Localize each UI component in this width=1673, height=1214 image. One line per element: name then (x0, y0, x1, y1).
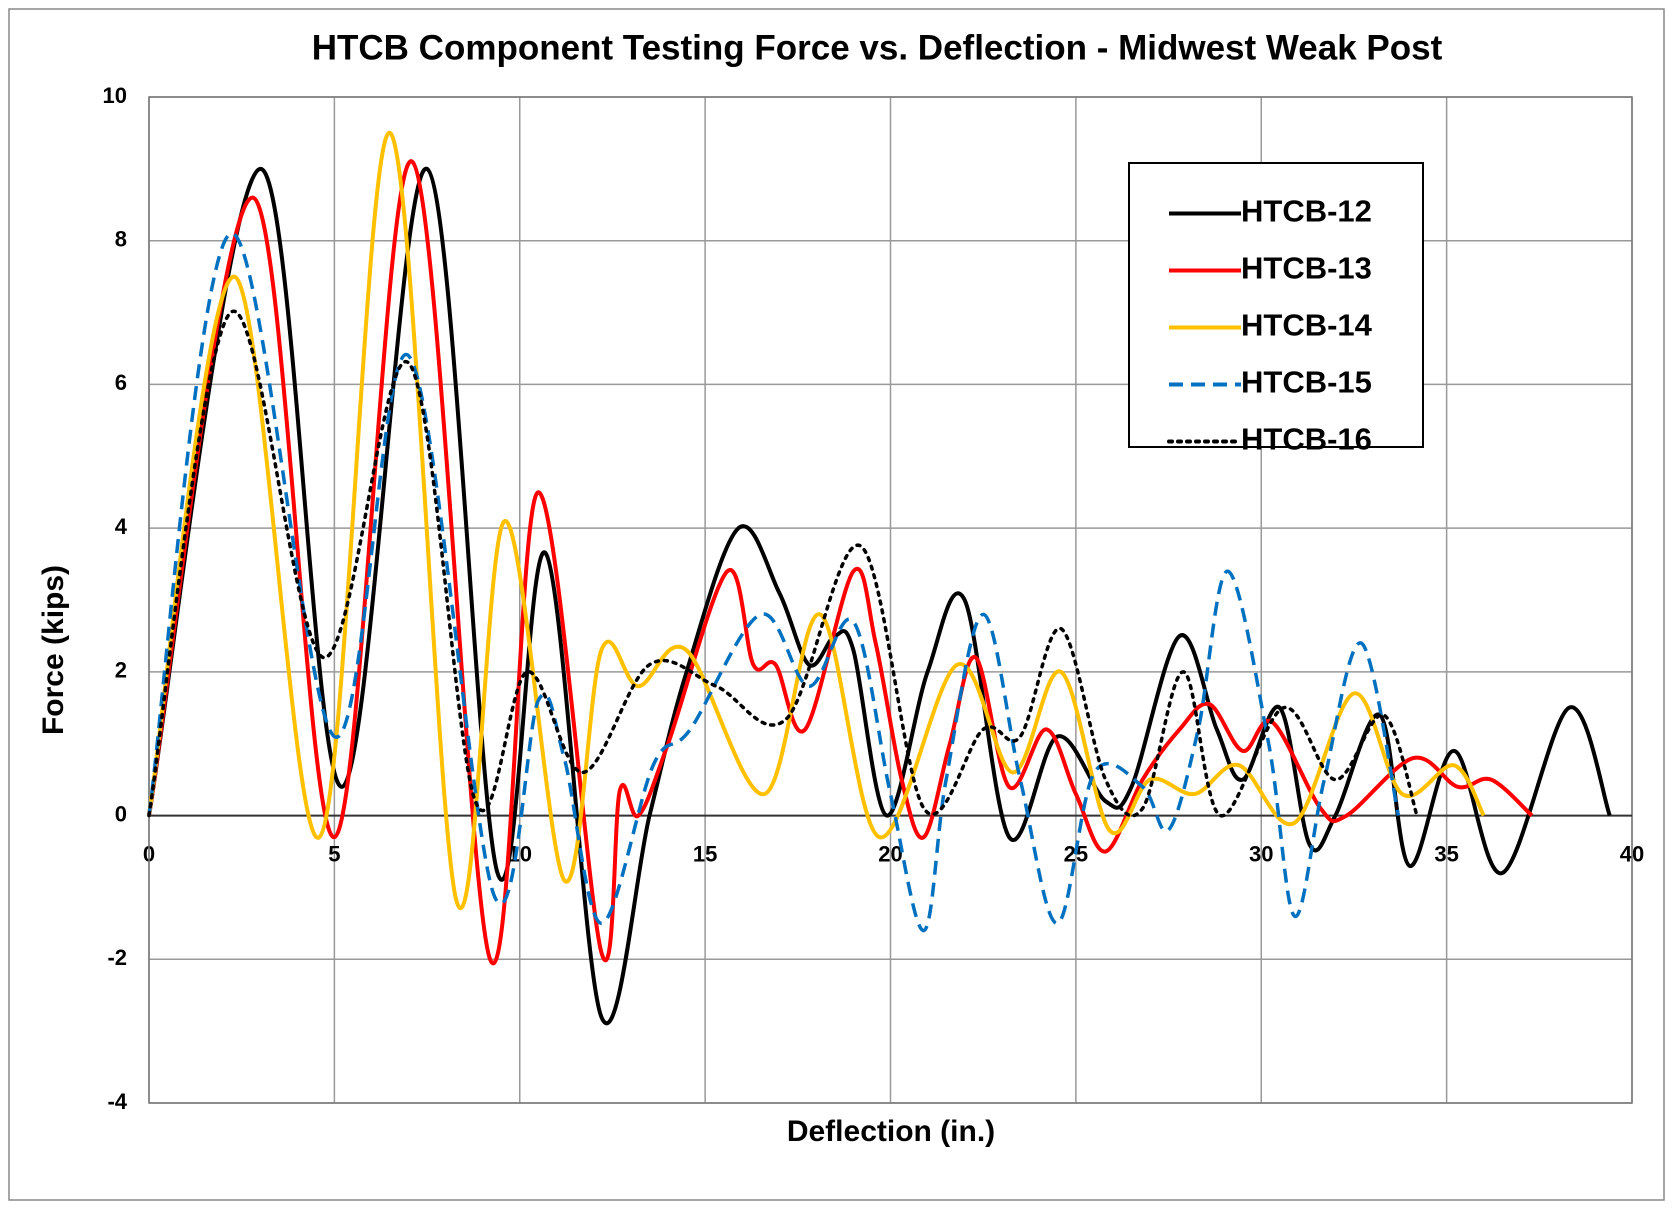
y-tick-label: 10 (103, 83, 127, 108)
y-tick-label: 4 (115, 514, 128, 539)
series-line (147, 231, 1401, 933)
series-line (147, 309, 1419, 818)
x-axis-label: Deflection (in.) (787, 1115, 995, 1148)
y-tick-label: 6 (115, 370, 127, 395)
series-line (147, 159, 1534, 966)
legend-label: HTCB-14 (1241, 308, 1373, 343)
x-tick-label: 15 (693, 841, 717, 866)
y-tick-label: 8 (115, 227, 127, 252)
legend-label: HTCB-13 (1241, 251, 1372, 286)
legend-label: HTCB-12 (1241, 194, 1372, 229)
y-tick-label: 2 (115, 658, 127, 683)
legend-box (1128, 162, 1424, 448)
series-line (147, 166, 1612, 1026)
plot-border (148, 96, 1633, 1104)
y-tick-label: -4 (107, 1089, 127, 1114)
x-tick-label: 30 (1249, 841, 1273, 866)
y-tick-label: 0 (115, 801, 127, 826)
y-tick-label: -2 (107, 945, 127, 970)
x-tick-label: 20 (878, 841, 902, 866)
series-line (147, 130, 1486, 910)
x-tick-label: 35 (1434, 841, 1458, 866)
x-tick-label: 5 (328, 841, 340, 866)
legend-label: HTCB-15 (1241, 365, 1372, 400)
chart-title: HTCB Component Testing Force vs. Deflect… (312, 28, 1443, 67)
legend-label: HTCB-16 (1241, 422, 1372, 457)
y-axis-label: Force (kips) (37, 565, 70, 735)
